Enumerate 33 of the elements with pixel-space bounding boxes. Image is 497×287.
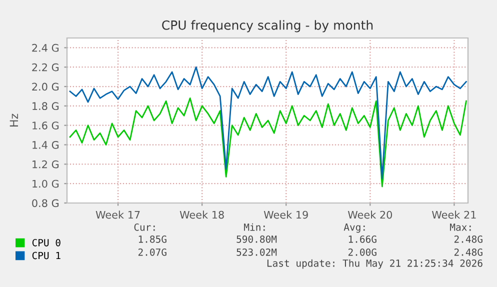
- text: Max:: [450, 224, 471, 231]
- x-tick-label: Week 19: [264, 210, 308, 219]
- y-tick-label: 2.2 G: [32, 63, 59, 72]
- x-tick-label: Week 21: [432, 210, 476, 219]
- line-series: [69, 66, 467, 180]
- y-tick-label: 1.0 G: [32, 180, 59, 188]
- legend-label: CPU 1: [32, 252, 60, 260]
- y-tick-label: 1.6 G: [32, 122, 59, 130]
- x-tick-label: Week 18: [180, 210, 224, 219]
- text: 2.00G: [348, 248, 376, 256]
- text: Avg:: [344, 224, 365, 233]
- x-tick-label: Week 20: [348, 210, 392, 219]
- text: 2.48G: [454, 235, 482, 243]
- y-tick-label: 1.4 G: [32, 140, 59, 149]
- text: 2.07G: [138, 248, 166, 256]
- y-tick-label: 0.8 G: [32, 199, 59, 208]
- text: Cur:: [134, 223, 155, 231]
- y-tick-label: 2.4 G: [32, 44, 59, 52]
- y-tick-label: 1.8 G: [32, 102, 59, 110]
- y-tick-label: 1.2 G: [32, 160, 59, 168]
- text: Last update: Thu May 21 21:25:34 2026: [267, 259, 482, 269]
- text: 1.85G: [138, 235, 166, 243]
- x-tick-label: Week 17: [96, 210, 140, 219]
- text: 1.66G: [348, 235, 376, 243]
- text: 2.48G: [454, 248, 482, 256]
- text: 523.02M: [236, 248, 277, 256]
- y-axis-title: Hz: [10, 114, 18, 127]
- text: Min:: [244, 223, 265, 231]
- line-series: [69, 97, 467, 188]
- legend-label: CPU 0: [32, 238, 60, 246]
- text: 590.80M: [236, 235, 277, 243]
- y-tick-label: 2.0 G: [32, 82, 59, 91]
- chart-title: CPU frequency scaling - by month: [162, 20, 373, 32]
